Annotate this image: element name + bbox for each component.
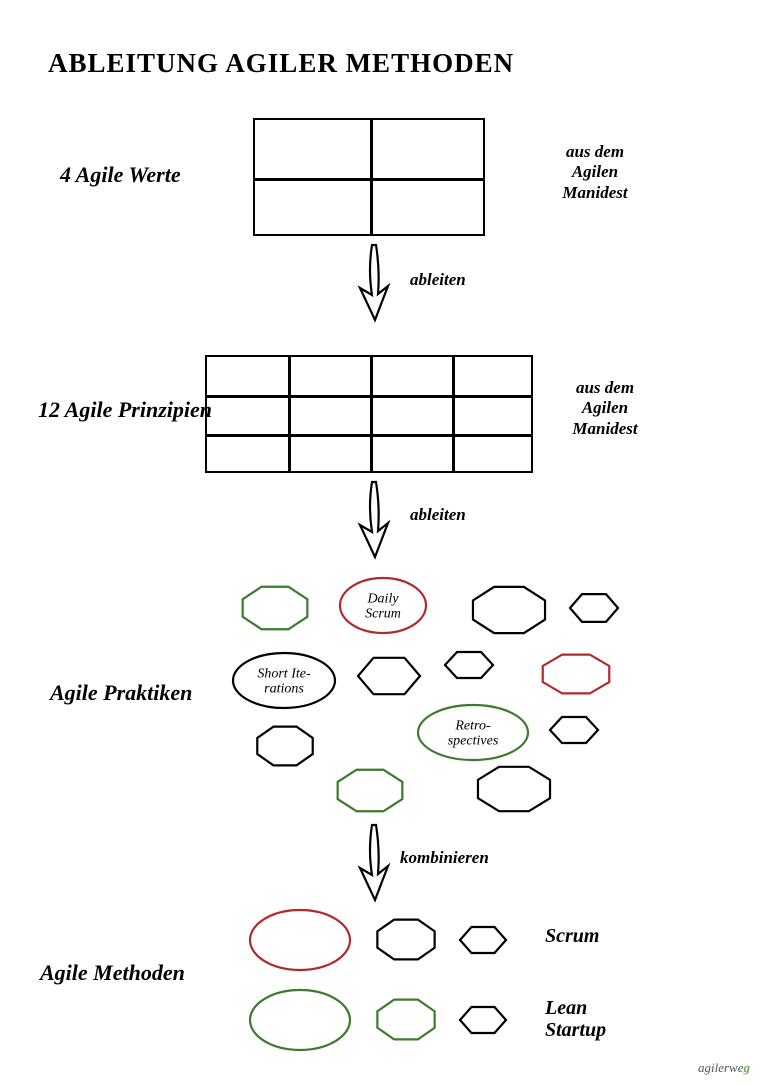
scrum-label: Scrum bbox=[545, 925, 599, 948]
lean-label: LeanStartup bbox=[545, 997, 606, 1041]
methoden-shapes bbox=[0, 0, 768, 1086]
watermark: agilerweg bbox=[698, 1060, 750, 1076]
